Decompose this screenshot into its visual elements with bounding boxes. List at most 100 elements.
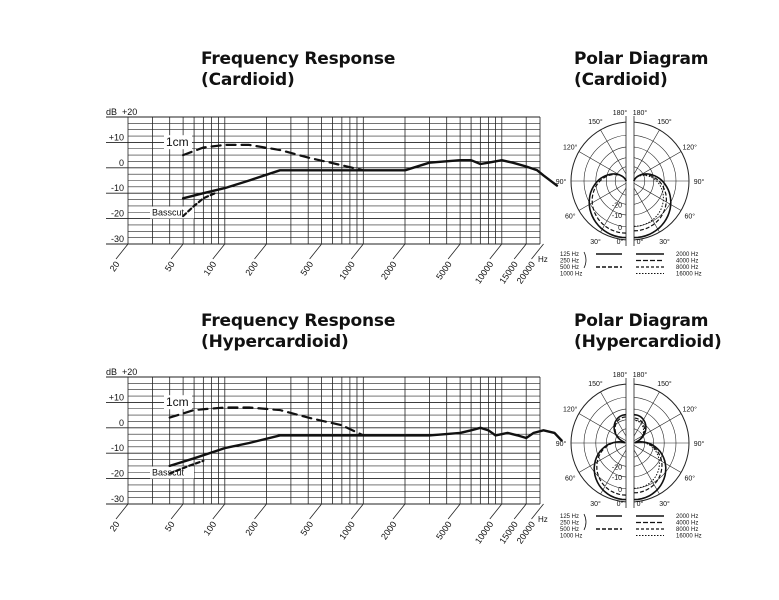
annotation-bg [164,135,192,150]
y-tick-label: -10 [111,183,124,193]
polar-ring-label: -10 [612,475,622,482]
polar-pattern-high [633,413,667,501]
y-tick-label: -30 [111,494,124,504]
polar-angle-label: 60° [684,213,695,221]
x-tick [513,243,527,260]
y-tick-label: +20 [122,107,137,117]
polar-legend-right: 2000 Hz [676,514,698,520]
y-tick-label: +20 [122,367,137,377]
polar-chart-cardioid [570,116,690,274]
legend-brace [583,251,587,269]
polar-gap [626,120,634,242]
polar-spoke [578,180,631,211]
polar-angle-label: 120° [683,144,698,152]
polar-title-line1: Polar Diagram [574,311,709,331]
polar-pattern-low-2 [591,173,627,234]
freq-title-cardioid: Frequency Response (Cardioid) [201,49,395,91]
x-tick [115,243,129,260]
polar-legend-left: 500 Hz [560,265,579,271]
x-tick-label: 5000 [434,519,454,541]
y-tick-label: -20 [111,209,124,219]
x-tick-label: 100 [202,519,219,537]
polar-spoke [578,413,631,444]
x-tick-label: 500 [298,519,315,537]
polar-angle-label: 150° [588,118,603,126]
polar-legend-left: 250 Hz [560,259,579,265]
polar-legend-left: 250 Hz [560,521,579,527]
x-tick [531,503,544,520]
x-tick-label: 5000 [434,259,454,281]
polar-angle-label: 120° [563,406,578,414]
x-tick [350,503,364,520]
y-tick-label: -30 [111,234,124,244]
y-tick-label: 0 [119,418,124,428]
x-tick [447,503,461,520]
polar-angle-label: 150° [657,118,672,126]
polar-title-line1: Polar Diagram [574,49,709,69]
polar-angle-label: 0° [617,500,624,508]
x-tick-label: 500 [298,259,315,277]
series-line-1cm [182,143,365,172]
x-tick-label: 200 [243,519,260,537]
x-tick-label: 10000 [473,519,496,545]
annotation-bg [164,395,192,410]
x-tick [489,503,503,520]
x-tick-label: 1000 [337,259,357,281]
polar-legend-left: 125 Hz [560,252,579,258]
freq-title-line1: Frequency Response [201,311,396,331]
y-tick-label: -10 [111,443,124,453]
polar-spoke [629,391,660,444]
polar-angle-label: 90° [556,440,567,448]
series-line-1cm [168,406,365,437]
polar-angle-label: 30° [659,238,670,246]
x-tick [489,243,503,260]
polar-ring-label: 0 [618,487,622,494]
freq-chart-hyper [106,376,563,520]
y-tick-label: 0 [119,158,124,168]
polar-spoke [629,129,660,182]
polar-pattern-high [633,173,672,239]
polar-spoke [600,391,631,444]
x-tick [170,503,184,520]
polar-angle-label: 180° [633,109,648,117]
x-tick-label: 100 [202,259,219,277]
y-axis-label: dB [106,107,117,117]
polar-legend-left: 500 Hz [560,527,579,533]
x-tick-label: 20 [108,259,122,273]
freq-title-line1: Frequency Response [201,49,396,69]
x-tick [170,243,184,260]
polar-spoke [600,442,631,495]
polar-legend-right: 8000 Hz [676,265,698,271]
polar-pattern-low-2 [596,416,627,496]
polar-angle-label: 0° [637,500,644,508]
x-tick-label: 200 [243,259,260,277]
x-tick-label: 50 [163,259,177,273]
polar-angle-label: 60° [565,213,576,221]
x-tick-label: 1000 [337,519,357,541]
polar-angle-label: 90° [694,178,705,186]
x-tick [531,243,544,260]
x-tick-label: 2000 [379,259,399,281]
annotation-basscut: Basscut [152,468,185,478]
polar-angle-label: 30° [590,500,601,508]
y-tick-label: -20 [111,469,124,479]
polar-spoke [629,180,682,211]
polar-angle-label: 180° [633,371,648,379]
x-tick [115,503,129,520]
y-tick-label: +10 [109,132,124,142]
polar-pattern-high-2 [633,417,663,494]
x-tick [392,503,406,520]
polar-angle-label: 60° [565,475,576,483]
x-tick [392,243,406,260]
polar-ring-label: -20 [612,465,622,472]
polar-angle-label: 180° [613,371,628,379]
x-tick [350,243,364,260]
x-tick-label: 20 [108,519,122,533]
polar-pattern-high-3 [633,174,664,227]
polar-title-hyper: Polar Diagram (Hypercardioid) [574,311,722,353]
polar-gap [626,382,634,504]
polar-angle-label: 60° [684,475,695,483]
x-tick [513,503,527,520]
x-tick [309,503,322,520]
